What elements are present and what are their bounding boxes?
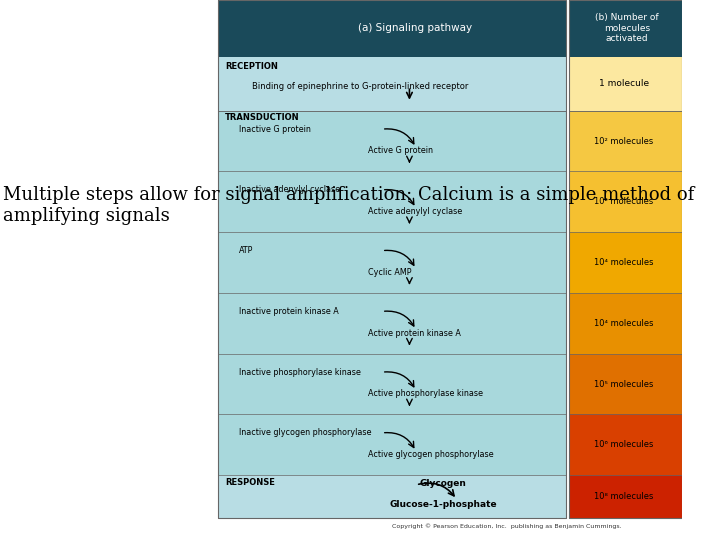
Text: Inactive glycogen phosphorylase: Inactive glycogen phosphorylase xyxy=(238,428,371,437)
Bar xyxy=(218,475,566,518)
Bar xyxy=(570,0,682,57)
Text: Cyclic AMP: Cyclic AMP xyxy=(368,268,412,277)
Text: Inactive G protein: Inactive G protein xyxy=(238,125,310,134)
Text: Inactive adenylyl cyclase: Inactive adenylyl cyclase xyxy=(238,185,340,194)
Text: Inactive protein kinase A: Inactive protein kinase A xyxy=(238,307,338,316)
Text: TRANSDUCTION: TRANSDUCTION xyxy=(225,113,300,123)
Bar xyxy=(570,475,682,518)
Text: (b) Number of
molecules
activated: (b) Number of molecules activated xyxy=(595,14,659,43)
Bar xyxy=(218,111,566,172)
Text: 10⁴ molecules: 10⁴ molecules xyxy=(594,319,654,328)
Text: 10⁶ molecules: 10⁶ molecules xyxy=(594,440,654,449)
Text: Inactive phosphorylase kinase: Inactive phosphorylase kinase xyxy=(238,368,361,377)
Text: Active glycogen phosphorylase: Active glycogen phosphorylase xyxy=(368,450,494,459)
Text: Multiple steps allow for signal amplification: Calcium is a simple method of amp: Multiple steps allow for signal amplific… xyxy=(4,186,695,225)
Text: (a) Signaling pathway: (a) Signaling pathway xyxy=(358,23,472,33)
Text: 10² molecules: 10² molecules xyxy=(594,197,654,206)
Text: Glycogen: Glycogen xyxy=(420,479,467,488)
Bar xyxy=(570,354,682,415)
Text: RECEPTION: RECEPTION xyxy=(225,62,278,71)
Text: Active protein kinase A: Active protein kinase A xyxy=(368,328,461,338)
Text: Active G protein: Active G protein xyxy=(368,146,433,156)
Bar xyxy=(218,57,566,111)
Bar xyxy=(570,111,682,172)
Text: Copyright © Pearson Education, Inc.  publishing as Benjamin Cummings.: Copyright © Pearson Education, Inc. publ… xyxy=(392,524,621,529)
Text: Active adenylyl cyclase: Active adenylyl cyclase xyxy=(368,207,462,216)
Text: 10⁸ molecules: 10⁸ molecules xyxy=(594,492,654,501)
Bar xyxy=(218,415,566,475)
Bar xyxy=(570,57,682,111)
Bar xyxy=(218,293,566,354)
Bar xyxy=(218,354,566,415)
Bar xyxy=(218,0,566,57)
Bar xyxy=(218,232,566,293)
Bar xyxy=(570,415,682,475)
Text: 1 molecule: 1 molecule xyxy=(599,79,649,88)
Bar xyxy=(570,0,682,518)
Text: Active phosphorylase kinase: Active phosphorylase kinase xyxy=(368,389,483,399)
Text: 10⁴ molecules: 10⁴ molecules xyxy=(594,258,654,267)
Bar xyxy=(218,0,566,518)
Text: Binding of epinephrine to G-protein-linked receptor: Binding of epinephrine to G-protein-link… xyxy=(252,82,469,91)
Text: RESPONSE: RESPONSE xyxy=(225,478,275,487)
Bar xyxy=(570,293,682,354)
Bar xyxy=(570,232,682,293)
Text: 10⁵ molecules: 10⁵ molecules xyxy=(594,380,654,389)
Bar xyxy=(218,172,566,232)
Text: Glucose-1-phosphate: Glucose-1-phosphate xyxy=(390,501,497,509)
Bar xyxy=(570,172,682,232)
Text: ATP: ATP xyxy=(238,246,253,255)
Text: 10² molecules: 10² molecules xyxy=(594,137,654,146)
